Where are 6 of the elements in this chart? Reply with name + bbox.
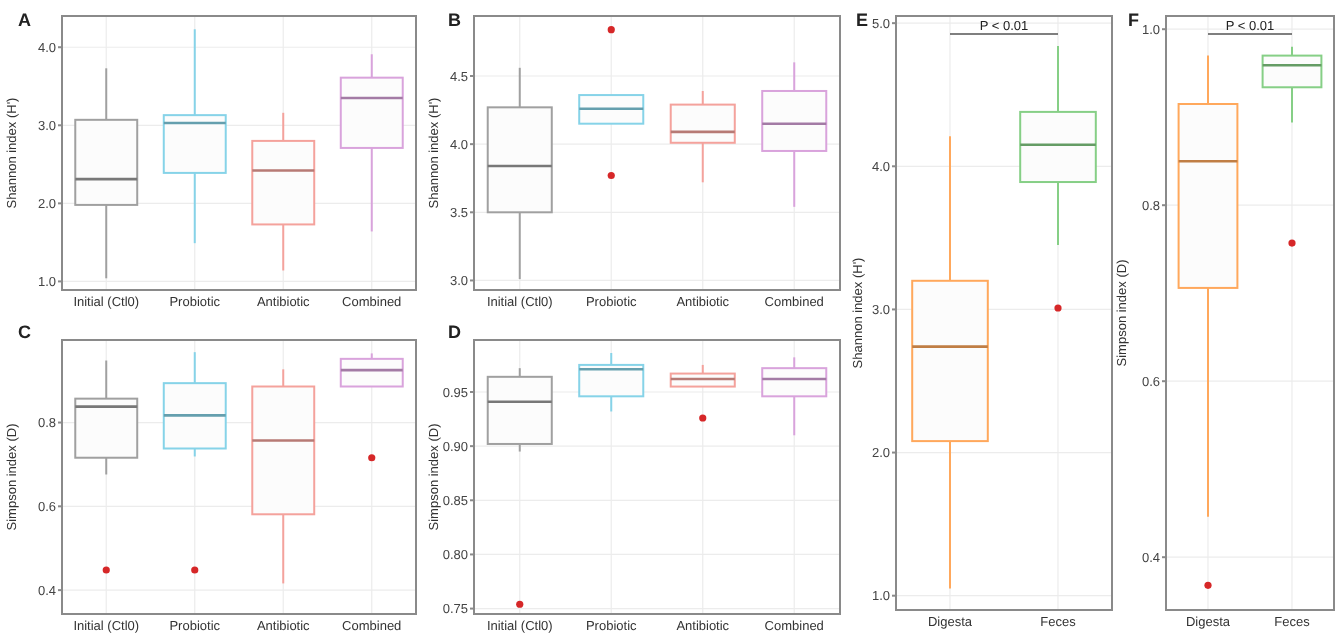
chart-title: C bbox=[18, 322, 32, 343]
chart-title: B bbox=[448, 10, 462, 31]
chart-title: E bbox=[856, 10, 869, 31]
chart-title: F bbox=[1128, 10, 1140, 31]
chart-title: A bbox=[18, 10, 32, 31]
chart-title: D bbox=[448, 322, 462, 343]
